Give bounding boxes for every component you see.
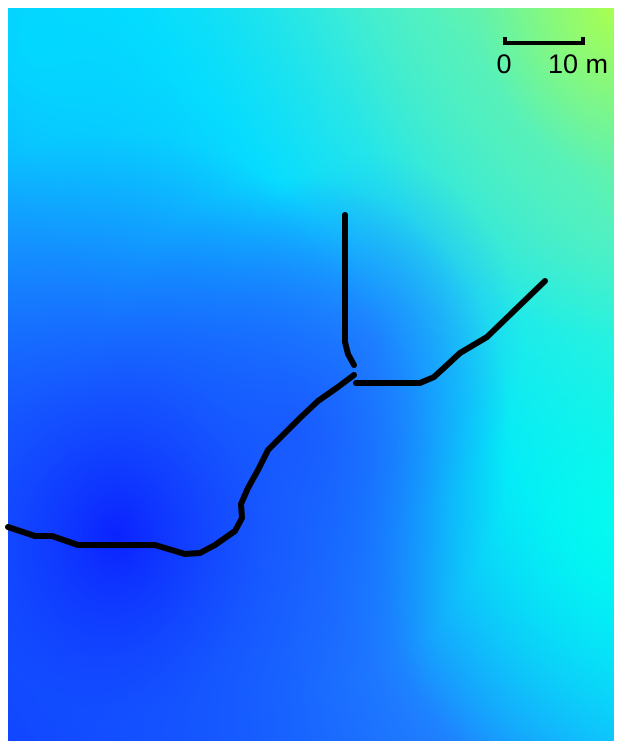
scale-bar-line (503, 37, 585, 45)
stream-main-channel (5, 372, 357, 557)
scale-bar-end-label: 10 m (548, 49, 608, 79)
stream-network (5, 212, 548, 557)
elevation-raster (8, 8, 614, 741)
valley-main (8, 8, 614, 741)
stream-east-tributary (353, 278, 548, 386)
scale-bar-start-label: 0 (496, 49, 511, 79)
stream-north-tributary (342, 212, 357, 368)
scale-bar: 0 10 m (496, 37, 608, 79)
